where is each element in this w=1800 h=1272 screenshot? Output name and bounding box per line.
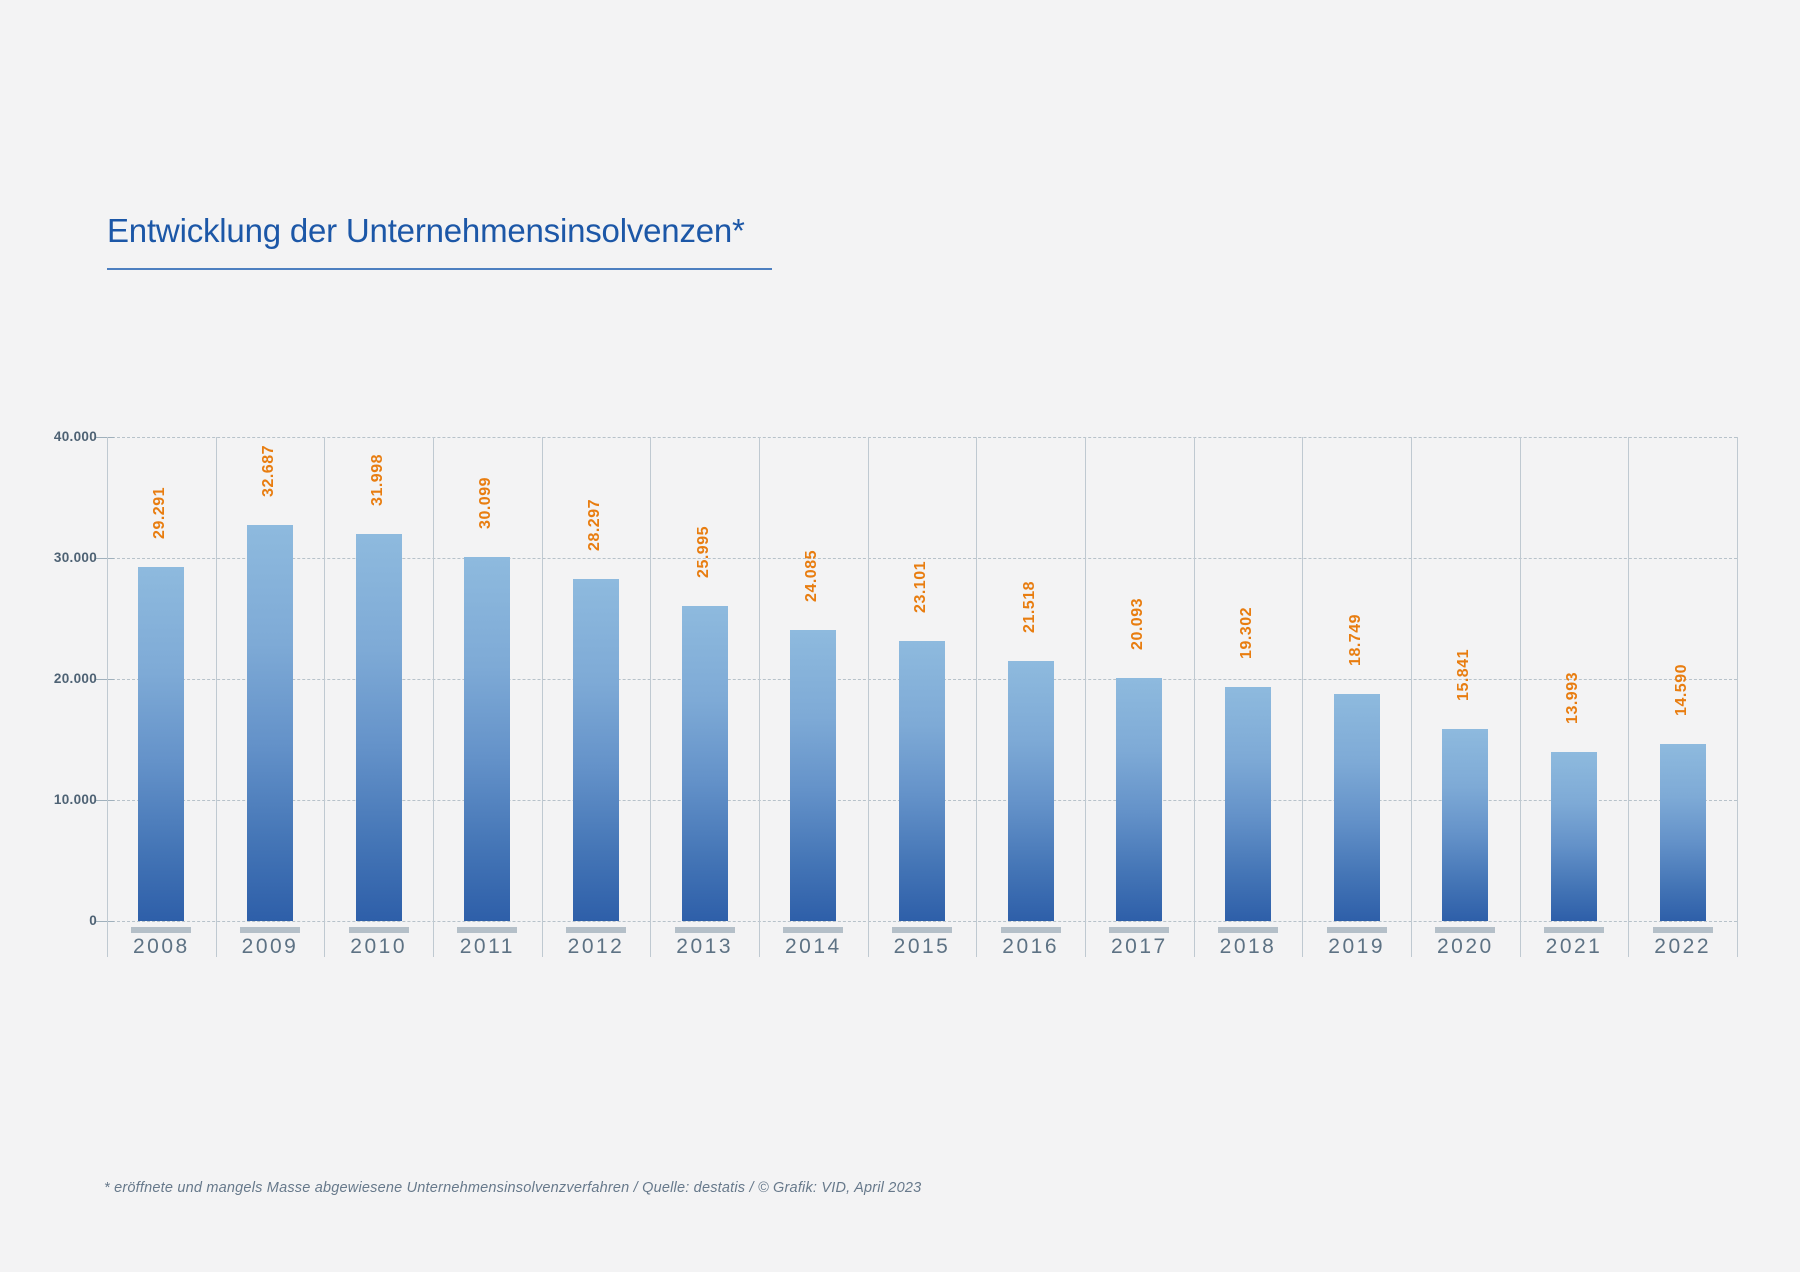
bar-2020 bbox=[1442, 729, 1489, 921]
value-label-2011: 30.099 bbox=[477, 477, 495, 529]
category-base-marker bbox=[131, 927, 192, 933]
value-label-2008: 29.291 bbox=[151, 487, 169, 539]
category-base-marker bbox=[674, 927, 735, 933]
y-axis-tick bbox=[96, 558, 114, 559]
bar-2019 bbox=[1333, 694, 1380, 921]
bar-2012 bbox=[573, 579, 619, 921]
category-base-marker bbox=[566, 927, 626, 933]
bar-2009 bbox=[247, 525, 293, 921]
column-separator bbox=[867, 437, 869, 957]
bar-2022 bbox=[1659, 744, 1706, 921]
category-base-marker bbox=[783, 927, 844, 933]
value-label-2022: 14.590 bbox=[1672, 664, 1690, 716]
value-label-2017: 20.093 bbox=[1129, 598, 1147, 650]
x-axis-label-2015: 2015 bbox=[893, 935, 951, 958]
bar-2011 bbox=[464, 557, 511, 921]
x-axis-label-2011: 2011 bbox=[459, 935, 515, 958]
category-base-marker bbox=[1326, 927, 1387, 933]
bar-2021 bbox=[1551, 752, 1597, 921]
category-base-marker bbox=[1109, 927, 1170, 933]
column-separator bbox=[324, 437, 326, 957]
y-axis-tick bbox=[96, 679, 114, 680]
column-separator bbox=[1085, 437, 1086, 957]
value-label-2015: 23.101 bbox=[912, 561, 929, 613]
x-axis-label-2012: 2012 bbox=[567, 935, 625, 958]
y-axis-tick bbox=[96, 921, 114, 922]
column-separator bbox=[759, 437, 760, 957]
x-axis-label-2020: 2020 bbox=[1436, 935, 1494, 958]
value-label-2009: 32.687 bbox=[260, 445, 277, 497]
page-title: Entwicklung der Unternehmensinsolvenzen* bbox=[107, 212, 745, 249]
column-separator bbox=[976, 437, 978, 957]
value-label-2013: 25.995 bbox=[694, 526, 712, 578]
column-separator bbox=[433, 437, 434, 957]
category-base-marker bbox=[348, 927, 409, 933]
x-axis-label-2008: 2008 bbox=[132, 935, 190, 958]
y-axis-label: 0 bbox=[89, 913, 97, 928]
bar-2008 bbox=[138, 567, 185, 921]
category-base-marker bbox=[1544, 927, 1604, 933]
bar-2017 bbox=[1116, 678, 1163, 921]
y-axis-tick bbox=[96, 437, 114, 438]
column-separator bbox=[541, 437, 543, 957]
footnote: * eröffnete und mangels Masse abgewiesen… bbox=[104, 1180, 922, 1196]
category-base-marker bbox=[1000, 927, 1061, 933]
x-axis-label-2010: 2010 bbox=[350, 935, 408, 958]
value-label-2019: 18.749 bbox=[1346, 614, 1364, 666]
value-label-2020: 15.841 bbox=[1455, 649, 1473, 701]
bar-2013 bbox=[681, 606, 728, 921]
value-label-2014: 24.085 bbox=[803, 550, 821, 602]
y-axis-label: 20.000 bbox=[53, 671, 97, 686]
bar-2018 bbox=[1225, 687, 1271, 921]
gridline-30.000 bbox=[107, 558, 1737, 559]
column-separator bbox=[1302, 437, 1304, 957]
category-base-marker bbox=[1652, 927, 1713, 933]
category-base-marker bbox=[1218, 927, 1278, 933]
value-label-2016: 21.518 bbox=[1020, 581, 1038, 633]
x-axis-label-2009: 2009 bbox=[241, 935, 299, 958]
y-axis-tick bbox=[96, 800, 114, 801]
y-axis-label: 30.000 bbox=[53, 550, 97, 565]
category-base-marker bbox=[1435, 927, 1496, 933]
value-label-2018: 19.302 bbox=[1238, 607, 1255, 659]
x-axis-label-2022: 2022 bbox=[1654, 935, 1712, 958]
category-base-marker bbox=[240, 927, 300, 933]
x-axis-label-2021: 2021 bbox=[1545, 935, 1603, 958]
y-axis-line bbox=[107, 437, 108, 957]
category-base-marker bbox=[892, 927, 952, 933]
gridline-40.000 bbox=[107, 437, 1737, 438]
value-label-2012: 28.297 bbox=[586, 499, 603, 551]
column-separator bbox=[1628, 437, 1630, 957]
column-separator bbox=[1519, 437, 1521, 957]
value-label-2021: 13.993 bbox=[1564, 672, 1581, 724]
y-axis-label: 40.000 bbox=[53, 429, 97, 444]
bar-2016 bbox=[1007, 661, 1054, 921]
category-base-marker bbox=[457, 927, 518, 933]
column-separator bbox=[650, 437, 652, 957]
column-separator bbox=[1193, 437, 1195, 957]
bar-2010 bbox=[355, 534, 402, 921]
x-axis-label-2014: 2014 bbox=[784, 935, 842, 958]
bar-chart-plot-area: 40.000 30.000 20.000 10.000 0 29.291 2008 32.68… bbox=[54, 429, 1738, 958]
column-separator bbox=[215, 437, 217, 957]
column-separator bbox=[1737, 437, 1738, 957]
x-axis-label-2019: 2019 bbox=[1328, 935, 1386, 958]
bar-2015 bbox=[899, 641, 945, 921]
x-axis-label-2017: 2017 bbox=[1110, 935, 1168, 958]
x-axis-label-2016: 2016 bbox=[1002, 935, 1060, 958]
x-axis-label-2013: 2013 bbox=[676, 935, 734, 958]
title-underline bbox=[107, 268, 772, 270]
bar-2014 bbox=[790, 630, 837, 921]
y-axis-label: 10.000 bbox=[53, 792, 97, 807]
column-separator bbox=[1411, 437, 1412, 957]
x-axis-label-2018: 2018 bbox=[1219, 935, 1277, 958]
value-label-2010: 31.998 bbox=[368, 454, 386, 506]
gridline-0 bbox=[107, 921, 1737, 922]
